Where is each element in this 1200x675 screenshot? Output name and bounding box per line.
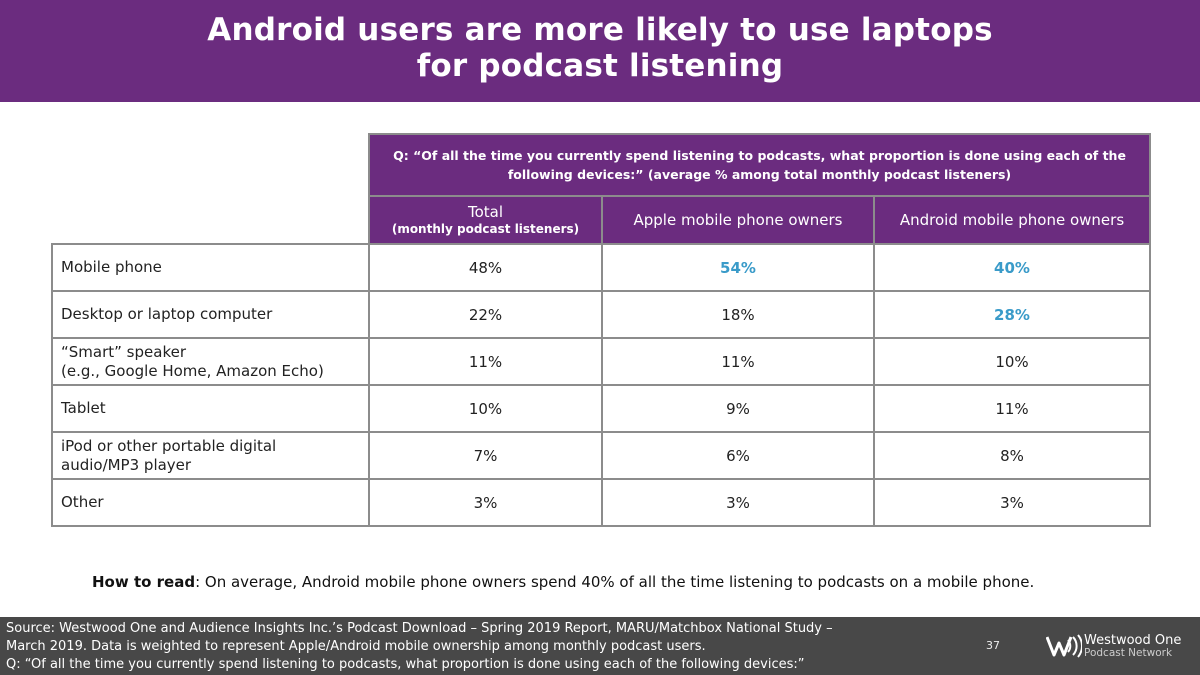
device-share-table: Q: “Of all the time you currently spend … <box>51 133 1152 527</box>
row-label-line: iPod or other portable digital <box>61 436 277 455</box>
source-line: March 2019. Data is weighted to represen… <box>6 639 706 654</box>
question-row: Q: “Of all the time you currently spend … <box>52 133 1152 197</box>
table-row: iPod or other portable digital audio/MP3 … <box>51 431 1152 480</box>
table-row: Desktop or laptop computer 22% 18% 28% <box>51 290 1152 339</box>
value-cell: 11% <box>872 384 1152 433</box>
row-label-line: (e.g., Google Home, Amazon Echo) <box>61 361 324 380</box>
value-cell: 22% <box>368 290 603 339</box>
how-to-read-note: How to read: On average, Android mobile … <box>92 572 1172 592</box>
row-label: iPod or other portable digital audio/MP3 … <box>51 431 370 480</box>
value-cell: 3% <box>368 478 603 527</box>
table-row: Mobile phone 48% 54% 40% <box>51 243 1152 292</box>
question-text: Q: “Of all the time you currently spend … <box>367 133 1152 197</box>
row-label-line: Tablet <box>61 399 106 417</box>
column-header-total: Total (monthly podcast listeners) <box>368 195 603 245</box>
value-cell: 3% <box>872 478 1152 527</box>
value-cell: 48% <box>368 243 603 292</box>
blank-corner <box>52 134 369 196</box>
row-label: Mobile phone <box>51 243 370 292</box>
table-row: Other 3% 3% 3% <box>51 478 1152 527</box>
slide-title-line-2: for podcast listening <box>416 48 784 84</box>
table-body: Mobile phone 48% 54% 40% Desktop or laptop c… <box>51 243 1152 527</box>
value-cell: 10% <box>368 384 603 433</box>
row-label-line: “Smart” speaker <box>61 342 186 361</box>
row-label-line: audio/MP3 player <box>61 455 192 474</box>
row-label: Desktop or laptop computer <box>51 290 370 339</box>
value-cell: 6% <box>601 431 875 480</box>
column-header-label: Android mobile phone owners <box>899 211 1125 229</box>
table-row: Tablet 10% 9% 11% <box>51 384 1152 433</box>
title-bar: Android users are more likely to use lap… <box>0 0 1200 102</box>
row-label-line: Mobile phone <box>61 258 162 276</box>
how-to-read-label: How to read <box>92 573 196 591</box>
value-cell: 18% <box>601 290 875 339</box>
slide-title-line-1: Android users are more likely to use lap… <box>207 12 993 48</box>
row-label-line: Other <box>61 493 104 511</box>
table-row: “Smart” speaker (e.g., Google Home, Amazo… <box>51 337 1152 386</box>
row-label: “Smart” speaker (e.g., Google Home, Amazo… <box>51 337 370 386</box>
value-cell: 9% <box>601 384 875 433</box>
how-to-read-text: : On average, Android mobile phone owner… <box>195 573 1035 591</box>
footer-bar: Source: Westwood One and Audience Insigh… <box>0 617 1200 675</box>
value-cell: 10% <box>872 337 1152 386</box>
logo-subtitle: Podcast Network <box>1084 647 1173 659</box>
value-cell: 3% <box>601 478 875 527</box>
value-cell: 8% <box>872 431 1152 480</box>
westwood-one-logo-icon <box>1046 634 1082 658</box>
column-header-android: Android mobile phone owners <box>872 195 1152 245</box>
page-number: 37 <box>986 639 1000 652</box>
column-header-row: Total (monthly podcast listeners) Apple … <box>52 195 1152 245</box>
column-header-label: Total <box>467 203 504 221</box>
row-label-line: Desktop or laptop computer <box>61 305 273 323</box>
value-cell: 28% <box>872 290 1152 339</box>
column-header-label: Apple mobile phone owners <box>633 211 843 229</box>
source-line: Q: “Of all the time you currently spend … <box>6 657 805 672</box>
westwood-one-logo: Westwood One Podcast Network <box>1046 632 1186 662</box>
value-cell: 40% <box>872 243 1152 292</box>
row-label: Other <box>51 478 370 527</box>
logo-name: Westwood One <box>1084 633 1182 648</box>
blank-corner <box>52 196 369 244</box>
column-header-sublabel: (monthly podcast listeners) <box>391 222 580 236</box>
row-label: Tablet <box>51 384 370 433</box>
source-note: Source: Westwood One and Audience Insigh… <box>6 620 966 674</box>
value-cell: 54% <box>601 243 875 292</box>
source-line: Source: Westwood One and Audience Insigh… <box>6 621 833 636</box>
value-cell: 11% <box>601 337 875 386</box>
column-header-apple: Apple mobile phone owners <box>601 195 875 245</box>
value-cell: 11% <box>368 337 603 386</box>
value-cell: 7% <box>368 431 603 480</box>
